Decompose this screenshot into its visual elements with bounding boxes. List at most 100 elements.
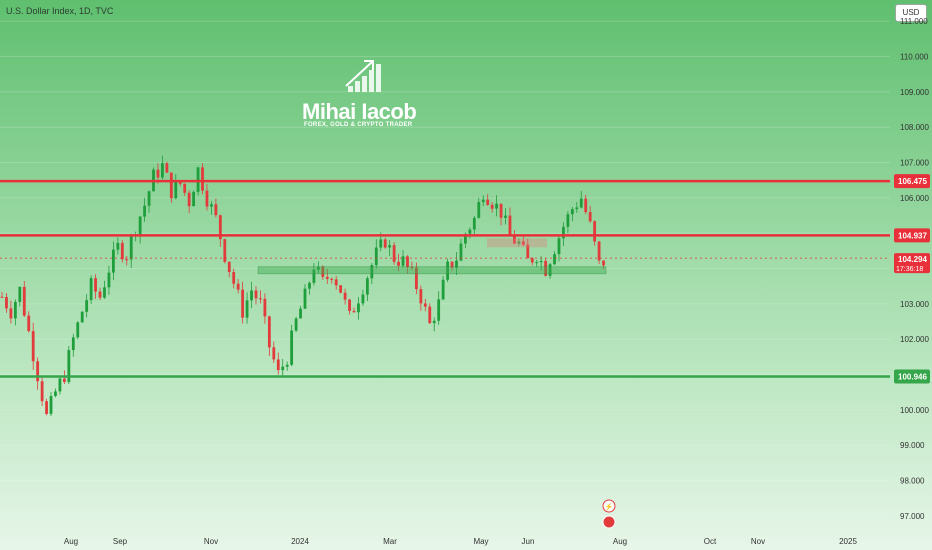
us-flag-event-icon [602, 515, 616, 529]
candle-body [40, 381, 44, 402]
x-tick-label: Sep [113, 537, 128, 546]
candle-body [111, 249, 115, 273]
logo-arrow-icon [345, 60, 374, 87]
logo-bar [348, 86, 353, 92]
x-tick-label: Aug [64, 537, 78, 546]
candle-body [562, 226, 565, 239]
y-tick-label: 111.000 [900, 17, 928, 26]
x-tick-label: Mar [383, 537, 397, 546]
candle-body [245, 300, 249, 318]
candle-body [428, 306, 432, 324]
candle-body [584, 198, 588, 213]
candle-body [54, 391, 57, 396]
candle-body [526, 244, 530, 259]
candle-body [432, 320, 436, 324]
candle-body [196, 167, 200, 192]
candle-body [548, 264, 552, 276]
candle-body [419, 289, 423, 304]
candle-body [85, 300, 89, 312]
candle-body [597, 241, 601, 261]
candle-body [107, 272, 111, 288]
x-tick-label: Oct [704, 537, 717, 546]
candle-body [365, 278, 369, 295]
candle-body [205, 190, 209, 207]
candle-body [129, 236, 133, 260]
candle-body [116, 242, 120, 250]
candle-body [325, 276, 329, 279]
candle-body [22, 286, 26, 316]
candle-body [423, 303, 427, 307]
candle-body [71, 337, 75, 351]
candle-body [495, 203, 499, 209]
candle-body [214, 204, 218, 216]
x-tick-label: Jun [522, 537, 535, 546]
candle-body [58, 378, 62, 392]
support-zone [257, 266, 607, 275]
candle-body [544, 260, 548, 276]
level-label-bg-2 [894, 228, 930, 243]
y-tick-label: 98.000 [900, 477, 925, 486]
candle-body [236, 283, 240, 290]
candle-body [379, 239, 383, 248]
candle-body [308, 282, 311, 289]
candle-body [602, 260, 605, 266]
x-tick-label: 2025 [839, 537, 857, 546]
y-tick-label: 107.000 [900, 159, 929, 168]
candle-body [178, 181, 182, 184]
candle-body [174, 181, 178, 199]
candle-body [348, 299, 351, 311]
candle-body [49, 395, 53, 414]
candle-body [517, 241, 521, 244]
candle-body [414, 267, 418, 290]
candle-body [406, 256, 409, 268]
candle-body [147, 191, 151, 206]
logo-bar [355, 81, 360, 92]
candle-body [227, 261, 231, 272]
candle-body [530, 258, 534, 263]
x-tick-label: Nov [204, 537, 218, 546]
candle-body [232, 271, 236, 284]
y-tick-label: 110.000 [900, 53, 929, 62]
candle-body [490, 204, 494, 209]
chart-title: U.S. Dollar Index, 1D, TVC [6, 6, 114, 16]
candle-body [321, 266, 325, 277]
level-label-3: 100.946 [898, 372, 927, 381]
candle-body [374, 247, 378, 266]
candle-body [76, 322, 80, 338]
candle-body [67, 350, 71, 382]
candle-body [267, 316, 271, 348]
candle-body [566, 214, 570, 227]
candle-body [464, 233, 467, 244]
logo-tagline: FOREX, GOLD & CRYPTO TRADER [304, 122, 413, 128]
level-label-1: 106.475 [898, 177, 927, 186]
candle-body [272, 347, 276, 360]
last-price-label: 104.294 [898, 255, 927, 264]
candle-body [459, 243, 463, 261]
candle-body [575, 207, 579, 210]
candle-body [125, 259, 129, 261]
candle-body [281, 366, 285, 371]
y-tick-label: 109.000 [900, 88, 929, 97]
y-tick-label: 108.000 [900, 123, 929, 132]
candle-body [161, 163, 164, 178]
candle-body [499, 203, 503, 218]
candle-body [334, 279, 338, 286]
y-tick-label: 97.000 [900, 512, 925, 521]
candle-body [187, 192, 191, 207]
level-label-2: 104.937 [898, 231, 927, 240]
candle-body [5, 296, 8, 309]
candle-body [254, 290, 258, 299]
candle-body [579, 198, 583, 208]
candle-body [535, 262, 539, 264]
candle-body [361, 294, 365, 304]
candle-body [508, 215, 512, 236]
x-tick-label: 2024 [291, 537, 309, 546]
level-label-bg-3 [894, 369, 930, 384]
candle-body [45, 401, 48, 414]
currency-button[interactable]: USD [895, 4, 927, 22]
candle-body [437, 299, 441, 321]
y-tick-label: 106.000 [900, 194, 929, 203]
candle-body [201, 167, 204, 191]
